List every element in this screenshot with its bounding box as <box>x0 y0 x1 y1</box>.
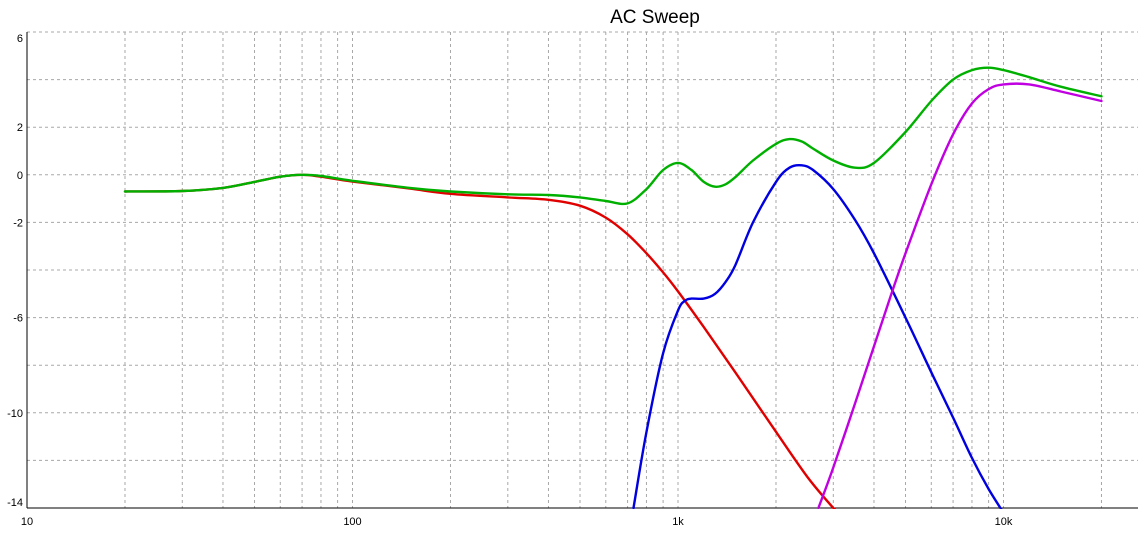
y-tick-label: 2 <box>17 122 23 134</box>
y-tick-labels: 6 2 0 -2 -6 -10 -14 <box>7 33 23 509</box>
series-line-2 <box>632 163 1003 509</box>
x-tick-labels: 10 100 1k 10k <box>21 516 1013 528</box>
x-tick-label: 10k <box>995 516 1013 528</box>
x-tick-label: 100 <box>343 516 361 528</box>
y-tick-label: -10 <box>7 408 23 420</box>
series-line-4 <box>123 66 1103 206</box>
chart-title: AC Sweep <box>610 7 700 28</box>
y-tick-label: -2 <box>13 217 23 229</box>
y-tick-label: 0 <box>17 170 23 182</box>
grid-lines <box>26 31 1138 509</box>
x-tick-label: 10 <box>21 516 33 528</box>
x-tick-label: 1k <box>672 516 684 528</box>
y-tick-label: -14 <box>7 497 23 509</box>
axes <box>26 32 1138 509</box>
y-tick-label: -6 <box>13 313 23 325</box>
series-lines <box>123 66 1103 509</box>
y-tick-label: 6 <box>17 33 23 45</box>
series-line-3 <box>817 82 1103 509</box>
